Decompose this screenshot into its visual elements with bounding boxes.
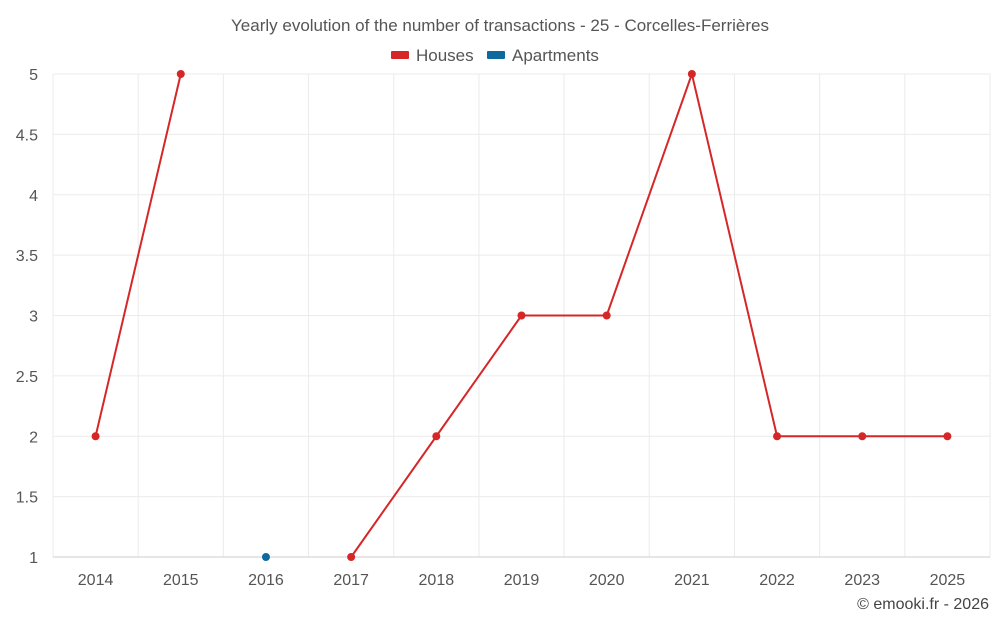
series-line-houses xyxy=(94,73,182,437)
data-point-houses[interactable] xyxy=(91,432,100,441)
x-tick-label: 2020 xyxy=(589,572,625,589)
x-tick-label: 2015 xyxy=(163,572,199,589)
y-tick-label: 4.5 xyxy=(16,127,38,144)
y-tick-label: 3.5 xyxy=(16,248,38,265)
data-point-houses[interactable] xyxy=(943,432,952,441)
legend-swatch-apartments xyxy=(487,51,505,59)
legend-item-houses[interactable]: Houses xyxy=(391,46,474,65)
data-point-houses[interactable] xyxy=(347,553,356,561)
x-tick-label: 2023 xyxy=(844,572,880,589)
y-tick-label: 3 xyxy=(29,309,38,326)
legend-swatch-houses xyxy=(391,51,409,59)
chart-title: Yearly evolution of the number of transa… xyxy=(231,16,769,35)
x-tick-label: 2017 xyxy=(333,572,369,589)
x-tick-label: 2019 xyxy=(504,572,540,589)
legend: Houses Apartments xyxy=(391,46,599,65)
data-point-houses[interactable] xyxy=(773,432,782,441)
y-tick-label: 5 xyxy=(29,67,38,84)
credit-text: © emooki.fr - 2026 xyxy=(857,596,989,613)
x-tick-label: 2016 xyxy=(248,572,284,589)
x-tick-label: 2021 xyxy=(674,572,710,589)
x-tick-label: 2025 xyxy=(930,572,966,589)
data-point-apartments[interactable] xyxy=(261,553,270,561)
data-point-houses[interactable] xyxy=(602,311,611,320)
series-line-houses xyxy=(350,73,948,558)
y-tick-label: 1.5 xyxy=(16,490,38,507)
y-tick-label: 4 xyxy=(29,188,38,205)
data-point-houses[interactable] xyxy=(176,70,185,78)
data-point-houses[interactable] xyxy=(858,432,867,441)
data-point-houses[interactable] xyxy=(432,432,441,441)
x-tick-label: 2018 xyxy=(419,572,455,589)
y-tick-label: 2.5 xyxy=(16,369,38,386)
y-tick-label: 2 xyxy=(29,429,38,446)
legend-label-apartments: Apartments xyxy=(512,46,599,65)
x-tick-label: 2022 xyxy=(759,572,795,589)
x-tick-label: 2014 xyxy=(78,572,114,589)
data-point-houses[interactable] xyxy=(517,311,526,320)
data-point-houses[interactable] xyxy=(687,70,696,78)
legend-item-apartments[interactable]: Apartments xyxy=(487,46,599,65)
legend-label-houses: Houses xyxy=(416,46,474,65)
y-tick-label: 1 xyxy=(29,550,38,567)
